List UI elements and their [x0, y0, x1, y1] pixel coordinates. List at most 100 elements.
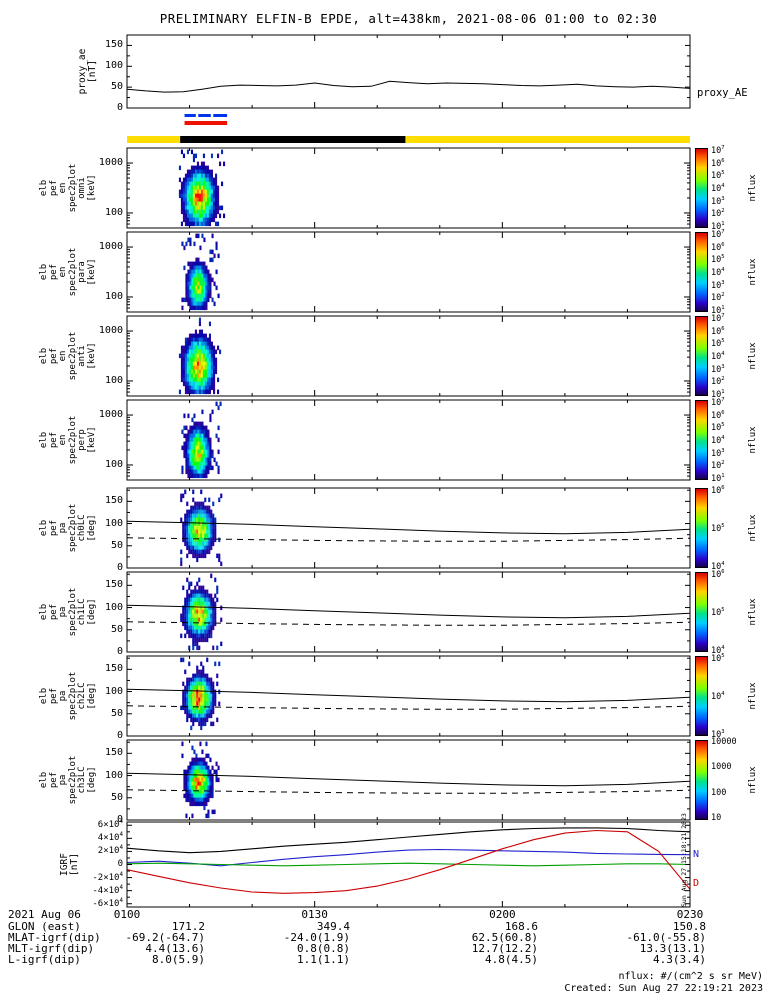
cbar-perp-tick: 104 — [711, 435, 725, 446]
cbar-para-label: nflux — [748, 258, 758, 286]
proxy-ytick: 100 — [104, 60, 123, 72]
panel-pitch-ch0LC — [126, 487, 691, 569]
cbar-anti-tick: 105 — [711, 338, 725, 350]
panel-pitch-ch1LC — [126, 571, 691, 653]
cbar-ch3LC-label: nflux — [748, 766, 758, 794]
panel-energy-omni — [126, 147, 691, 229]
ephem-value-0-1: 349.4 — [316, 920, 350, 933]
cbar-perp-tick: 107 — [711, 397, 725, 409]
cbar-omni-tick: 107 — [711, 145, 725, 157]
pitch-ytick-ch1LC: 50 — [110, 623, 123, 635]
cbar-para-tick: 106 — [711, 241, 725, 253]
pitch-ytick-ch2LC: 0 — [116, 730, 123, 741]
cbar-anti-tick: 102 — [711, 376, 725, 387]
cbar-para-tick: 101 — [711, 304, 725, 316]
igrf-ytick: 2×104 — [97, 845, 123, 857]
energy-ytick-omni: 100 — [104, 206, 123, 218]
ylabel-ch3LC: elb pef pa spec2plot ch3LC [deg] — [39, 755, 97, 805]
xtick-0100: 0100 — [113, 908, 141, 921]
cbar-perp-tick: 106 — [711, 409, 725, 421]
energy-ytick-anti: 1000 — [98, 325, 123, 337]
cbar-ch0LC-label: nflux — [748, 514, 758, 542]
cbar-anti-tick: 101 — [711, 388, 725, 400]
cbar-ch0LC-tick: 106 — [711, 485, 725, 497]
cbar-anti-tick: 103 — [711, 363, 725, 375]
ephem-value-1-3: -61.0(-55.8) — [626, 931, 706, 944]
panel-proxy-ae — [126, 34, 691, 109]
ephem-value-3-2: 4.8(4.5) — [485, 953, 538, 966]
igrf-ytick: 0 — [117, 858, 123, 869]
igrf-ytick: 4×104 — [97, 832, 123, 844]
cbar-para-tick: 104 — [711, 267, 725, 278]
energy-ytick-omni: 1000 — [98, 157, 123, 169]
plot-title: PRELIMINARY ELFIN-B EPDE, alt=438km, 202… — [159, 11, 658, 26]
cbar-para-tick: 103 — [711, 279, 725, 291]
cbar-ch2LC — [695, 656, 708, 736]
proxy-ylabel: proxy_ae [nT] — [77, 48, 98, 95]
ephem-value-2-1: 0.8(0.8) — [297, 942, 350, 955]
energy-ytick-para: 100 — [104, 290, 123, 302]
ylabel-anti: elb pef en spec2plot anti [keV] — [39, 331, 97, 381]
cbar-ch1LC-tick: 104 — [711, 644, 725, 656]
pitch-ytick-ch3LC: 100 — [104, 769, 123, 781]
pitch-ytick-ch0LC: 50 — [110, 539, 123, 551]
pitch-ytick-ch2LC: 50 — [110, 707, 123, 719]
cbar-ch3LC-tick: 10 — [711, 812, 722, 823]
cbar-anti-label: nflux — [748, 342, 758, 370]
cbar-ch2LC-tick: 104 — [711, 691, 725, 702]
pitch-ytick-ch1LC: 0 — [116, 646, 123, 657]
ephem-value-1-2: 62.5(60.8) — [471, 931, 538, 944]
cbar-omni — [695, 148, 708, 228]
ephem-value-0-2: 168.6 — [504, 920, 538, 933]
energy-ytick-anti: 100 — [104, 374, 123, 386]
cbar-ch3LC-tick: 1000 — [711, 762, 732, 773]
proxy-ytick: 50 — [110, 81, 123, 93]
cbar-ch3LC-tick: 10000 — [711, 737, 737, 748]
cbar-omni-tick: 101 — [711, 220, 725, 232]
cbar-para-tick: 102 — [711, 292, 725, 303]
pitch-ytick-ch3LC: 50 — [110, 791, 123, 803]
ephem-value-3-1: 1.1(1.1) — [297, 953, 350, 966]
ylabel-ch0LC: elb pef pa spec2plot ch0LC [deg] — [39, 503, 97, 553]
cbar-ch2LC-tick: 103 — [711, 728, 725, 740]
cbar-perp-tick: 102 — [711, 460, 725, 471]
igrf-ytick: -4×104 — [92, 884, 123, 896]
ylabel-para: elb pef en spec2plot para [keV] — [39, 247, 97, 297]
pitch-ytick-ch1LC: 150 — [104, 579, 123, 591]
pitch-ytick-ch1LC: 100 — [104, 601, 123, 613]
cbar-omni-tick: 104 — [711, 183, 725, 194]
pitch-ytick-ch3LC: 0 — [116, 814, 123, 825]
cbar-perp-label: nflux — [748, 426, 758, 454]
igrf-line-label-N: N — [693, 848, 700, 860]
proxy-right-label: proxy_AE — [697, 87, 748, 99]
cbar-para — [695, 232, 708, 312]
ephem-value-2-3: 13.3(13.1) — [639, 942, 706, 955]
cbar-perp — [695, 400, 708, 480]
cbar-anti-tick: 107 — [711, 313, 725, 325]
cbar-omni-tick: 106 — [711, 157, 725, 169]
cbar-ch0LC-tick: 104 — [711, 560, 725, 572]
ephem-value-3-3: 4.3(3.4) — [653, 953, 706, 966]
cbar-anti-tick: 104 — [711, 351, 725, 362]
ephem-label-0: GLON (east) — [8, 920, 81, 933]
cbar-perp-tick: 105 — [711, 422, 725, 434]
pitch-ytick-ch0LC: 150 — [104, 495, 123, 507]
cbar-omni-tick: 103 — [711, 195, 725, 207]
pitch-ytick-ch2LC: 150 — [104, 663, 123, 675]
cbar-ch1LC — [695, 572, 708, 652]
ephem-value-1-1: -24.0(1.9) — [283, 931, 350, 944]
side-timestamp: Sun Aug 27 15:18:21 2023 — [680, 813, 688, 907]
energy-ytick-perp: 100 — [104, 458, 123, 470]
cbar-anti-tick: 106 — [711, 325, 725, 337]
pitch-ytick-ch2LC: 100 — [104, 685, 123, 697]
igrf-ytick: -6×104 — [92, 897, 123, 909]
panel-energy-perp — [126, 399, 691, 481]
igrf-line-label-D: D — [693, 878, 700, 890]
cbar-ch2LC-tick: 105 — [711, 653, 725, 665]
cbar-para-tick: 105 — [711, 254, 725, 266]
ephem-value-0-0: 171.2 — [171, 920, 205, 933]
cbar-omni-tick: 105 — [711, 170, 725, 182]
pitch-ytick-ch0LC: 100 — [104, 517, 123, 529]
